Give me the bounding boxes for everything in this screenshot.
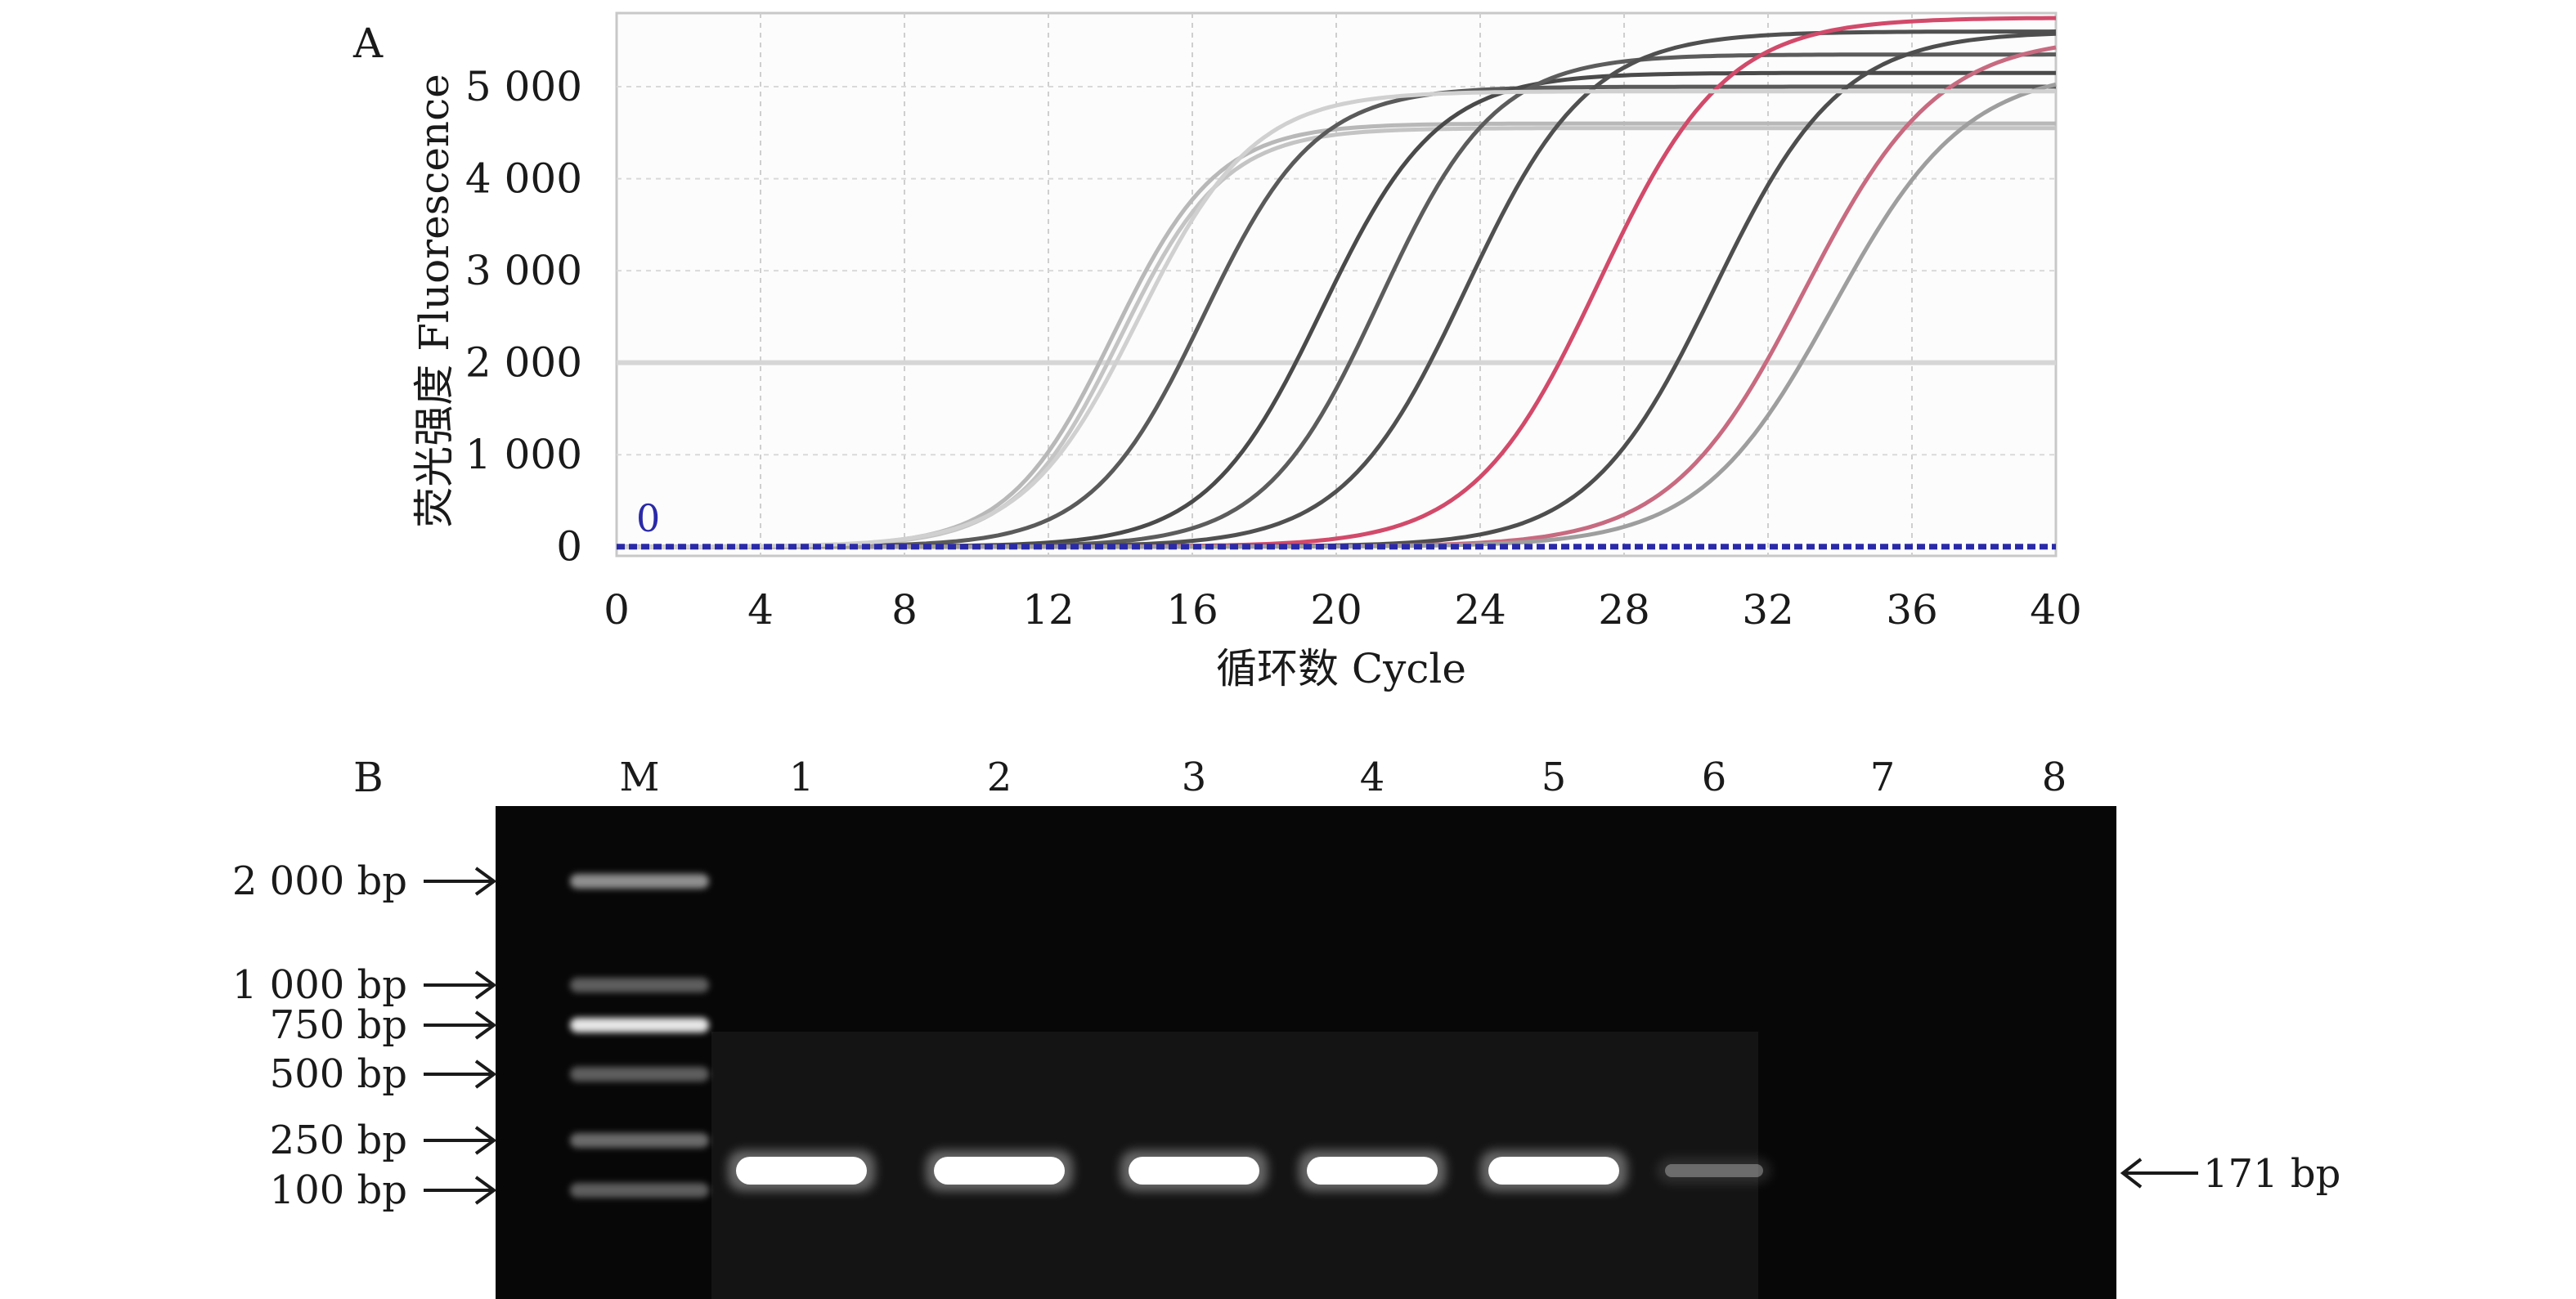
- ladder-size-label: 750 bp: [270, 1002, 407, 1048]
- x-axis-tick-labels: 0 4 8 12 16 20 24 28 32 36 40: [604, 586, 2082, 634]
- arrow-right-icon: [474, 1059, 497, 1089]
- y-tick-label: 1 000: [465, 431, 582, 478]
- ladder-band: [570, 1133, 709, 1148]
- amplification-curve: [617, 89, 2056, 549]
- arrow-right-icon: [474, 1176, 497, 1205]
- ladder-band: [570, 978, 709, 992]
- ladder-size-label: 100 bp: [270, 1167, 407, 1213]
- product-band: [736, 1157, 867, 1185]
- arrow-right-icon: [474, 1010, 497, 1040]
- lane-label: M: [619, 755, 659, 800]
- y-tick-label: 0: [556, 523, 582, 571]
- product-band: [1488, 1157, 1619, 1185]
- x-axis-label: 循环数 Cycle: [1216, 645, 1466, 692]
- x-tick-label: 4: [747, 586, 774, 634]
- x-tick-label: 20: [1310, 586, 1362, 634]
- y-axis-label: 荧光强度 Fluorescence: [411, 74, 458, 527]
- y-tick-label: 3 000: [465, 247, 582, 294]
- product-size-label: 171 bp: [2203, 1151, 2340, 1197]
- lane-label: 7: [1870, 755, 1896, 800]
- lane-label: 1: [789, 755, 815, 800]
- product-arrow-icon: [2120, 1158, 2143, 1189]
- product-size-marker: 171 bp: [2120, 1151, 2340, 1197]
- x-tick-label: 16: [1166, 586, 1218, 634]
- x-tick-label: 32: [1742, 586, 1794, 634]
- product-band: [934, 1157, 1065, 1185]
- lane-label: 4: [1360, 755, 1385, 800]
- product-band: [1129, 1157, 1259, 1185]
- arrow-right-icon: [474, 970, 497, 1000]
- amplification-plot: 0: [615, 11, 2058, 558]
- product-band: [1665, 1164, 1763, 1177]
- ladder-band: [570, 874, 709, 889]
- panel-b-label: B: [353, 754, 384, 801]
- y-tick-label: 4 000: [465, 155, 582, 203]
- ladder-band: [570, 1067, 709, 1082]
- x-tick-label: 24: [1454, 586, 1506, 634]
- gel-bands: [570, 874, 1771, 1299]
- arrow-right-icon: [474, 1126, 497, 1155]
- lane-label: 3: [1182, 755, 1207, 800]
- x-tick-label: 12: [1022, 586, 1075, 634]
- y-tick-label: 2 000: [465, 339, 582, 387]
- ladder-size-label: 250 bp: [270, 1118, 407, 1163]
- lane-label: 5: [1542, 755, 1567, 800]
- x-tick-label: 36: [1886, 586, 1938, 634]
- product-band: [1307, 1157, 1438, 1185]
- arrow-right-icon: [474, 867, 497, 896]
- ladder-size-label: 2 000 bp: [232, 858, 407, 904]
- ladder-size-label: 1 000 bp: [232, 962, 407, 1008]
- lane-labels: M 1 2 3 4 5 6 7 8: [619, 755, 2067, 800]
- panel-a-label: A: [352, 20, 384, 67]
- threshold-label: 0: [636, 496, 660, 540]
- x-tick-label: 0: [604, 586, 630, 634]
- lane-label: 2: [987, 755, 1012, 800]
- x-tick-label: 8: [891, 586, 918, 634]
- x-tick-label: 28: [1598, 586, 1650, 634]
- x-tick-label: 40: [2030, 586, 2082, 634]
- lane-label: 8: [2042, 755, 2067, 800]
- ladder-band: [570, 1018, 709, 1032]
- y-tick-label: 5 000: [465, 63, 582, 110]
- band-glow: [1657, 1158, 1771, 1184]
- ladder-size-label: 500 bp: [270, 1051, 407, 1097]
- y-axis-tick-labels: 0 1 000 2 000 3 000 4 000 5 000: [465, 63, 582, 571]
- ladder-band: [570, 1183, 709, 1198]
- lane-label: 6: [1702, 755, 1727, 800]
